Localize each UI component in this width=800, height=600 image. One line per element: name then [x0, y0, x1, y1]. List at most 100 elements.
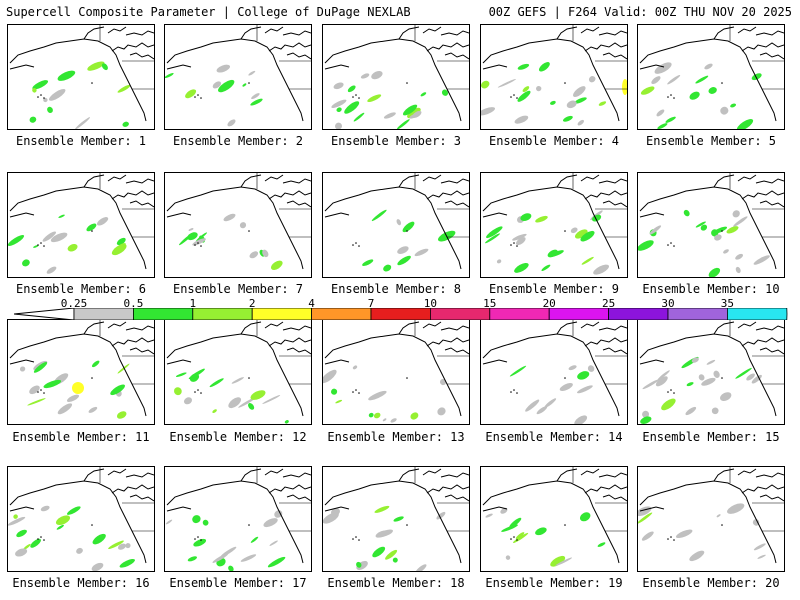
scp-area: [385, 549, 398, 560]
coastline: [713, 174, 735, 188]
coastline: [83, 174, 105, 188]
coastline: [264, 321, 284, 329]
scp-area: [239, 222, 247, 229]
coastline: [755, 178, 784, 184]
coastline: [482, 359, 508, 365]
scp-area: [397, 246, 409, 254]
member-label-4: Ensemble Member: 4: [488, 134, 620, 148]
island: [358, 97, 360, 99]
island: [673, 97, 675, 99]
member-label-2: Ensemble Member: 2: [172, 134, 304, 148]
scp-area: [269, 540, 278, 546]
scp-area: [485, 513, 493, 518]
island: [197, 536, 199, 538]
scp-area: [497, 78, 516, 88]
scp-area: [251, 93, 260, 100]
coastline: [639, 38, 777, 122]
coastline: [759, 52, 784, 60]
island: [564, 377, 566, 379]
scp-area: [216, 64, 231, 73]
coastline: [741, 42, 784, 52]
scp-area: [13, 514, 18, 519]
scp-area: [654, 62, 672, 74]
member-label-20: Ensemble Member: 20: [642, 576, 780, 590]
scp-area: [597, 542, 606, 547]
scp-area: [574, 415, 588, 424]
coastline: [713, 468, 735, 482]
scp-area: [753, 255, 770, 265]
island: [673, 245, 675, 247]
scp-area: [373, 412, 381, 419]
scp-area: [352, 365, 358, 370]
scp-area: [240, 554, 257, 562]
member-label-16: Ensemble Member: 16: [12, 576, 150, 590]
island: [510, 538, 512, 540]
coastline: [741, 484, 784, 494]
scp-area: [708, 87, 717, 94]
scp-area: [331, 388, 338, 395]
scp-area: [368, 390, 387, 401]
scp-area: [713, 370, 720, 378]
scp-area: [727, 503, 745, 514]
member-label-19: Ensemble Member: 19: [485, 576, 623, 590]
legend-swatch-6: [370, 308, 431, 320]
scp-area: [178, 232, 195, 246]
coastline: [759, 200, 784, 208]
scp-area: [228, 397, 242, 409]
scp-area: [436, 511, 446, 520]
scp-area: [574, 97, 587, 104]
legend-swatch-4: [251, 308, 312, 320]
coastline: [282, 178, 311, 184]
scp-peak-area: [72, 382, 84, 394]
scp-area: [56, 524, 64, 530]
island: [667, 96, 669, 98]
legend-tick: 2: [248, 297, 256, 310]
scp-area: [716, 514, 721, 518]
scp-area: [43, 379, 62, 389]
coastline: [422, 26, 442, 34]
scp-area: [514, 115, 529, 124]
member-label-7: Ensemble Member: 7: [172, 282, 304, 296]
island: [43, 245, 45, 247]
scp-area: [536, 406, 548, 415]
scp-area: [74, 117, 91, 129]
island: [513, 536, 515, 538]
coastline: [440, 178, 469, 184]
scp-area: [414, 248, 429, 257]
member-label-8: Ensemble Member: 8: [330, 282, 462, 296]
coastline: [741, 337, 784, 347]
scp-area: [250, 536, 259, 543]
scp-area: [496, 259, 502, 264]
coastline: [580, 321, 600, 329]
color-legend: [14, 308, 788, 320]
island: [194, 538, 196, 540]
coastline: [9, 359, 35, 365]
scp-area: [700, 224, 708, 231]
coastline: [426, 42, 469, 52]
scp-area: [42, 231, 56, 242]
ensemble-map-15: [637, 319, 785, 425]
scp-area: [248, 403, 255, 410]
ensemble-map-4: [480, 24, 628, 130]
scp-area: [517, 63, 530, 70]
scp-area: [640, 86, 655, 95]
scp-area: [403, 104, 418, 116]
scp-area: [711, 407, 719, 415]
scp-area: [580, 230, 595, 242]
island: [564, 82, 566, 84]
coastline: [713, 26, 735, 40]
scp-area: [32, 80, 49, 90]
scp-area: [588, 76, 596, 83]
scp-area: [746, 373, 755, 381]
scp-area: [8, 516, 26, 526]
coastline: [9, 333, 147, 417]
scp-area: [579, 512, 591, 522]
coastline: [440, 325, 469, 331]
scp-area: [536, 85, 542, 92]
island: [721, 82, 723, 84]
scp-area: [29, 116, 37, 123]
scp-area: [577, 371, 590, 380]
island: [352, 391, 354, 393]
legend-swatch-7: [429, 308, 491, 320]
coastline: [713, 321, 735, 335]
